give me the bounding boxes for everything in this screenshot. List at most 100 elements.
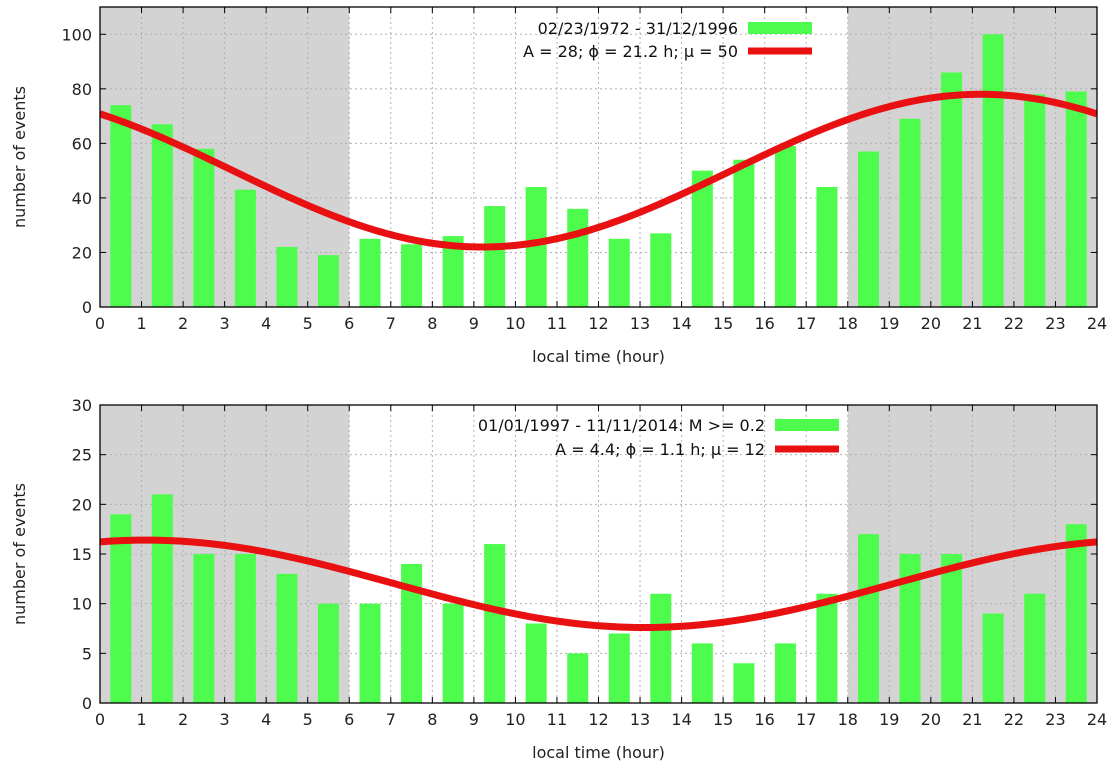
y-tick-label-4: 80 [72,80,92,99]
x-tick-label-18: 18 [838,710,858,729]
bar-11 [567,208,589,307]
panel-bottom: 0 1 2 3 4 5 6 7 8 9 10 11 12 13 14 15 16 17 18 19 20 21 22 23 24… [10,396,1107,762]
x-tick-label-21: 21 [962,710,982,729]
x-tick-label-8: 8 [427,710,437,729]
y-tick-label-3: 15 [72,545,92,564]
x-tick-label-23: 23 [1045,314,1065,333]
x-tick-label-0: 0 [95,710,105,729]
y-tick-label-3: 60 [72,134,92,153]
legend-label-bars: 01/01/1997 - 11/11/2014: M >= 0.2 [478,416,765,435]
y-ticks: 0 20 40 60 80 100 [61,25,1097,317]
x-tick-label-5: 5 [303,314,313,333]
x-tick-label-2: 2 [178,314,188,333]
x-tick-label-3: 3 [220,314,230,333]
bar-12 [608,633,630,703]
bar-1 [151,124,173,307]
y-tick-label-2: 10 [72,595,92,614]
bar-15 [733,159,755,307]
bar-3 [234,554,256,703]
x-tick-label-10: 10 [505,710,525,729]
bar-11 [567,653,589,703]
bar-0 [110,514,132,703]
x-tick-label-15: 15 [713,314,733,333]
x-tick-label-19: 19 [879,710,899,729]
x-ticks: 0 1 2 3 4 5 6 7 8 9 10 11 12 13 14 15 16 17 18 19 20 21 22 23 24 [95,7,1107,333]
bar-5 [317,603,339,703]
bar-16 [774,146,796,307]
bar-9 [484,544,506,703]
x-tick-label-22: 22 [1004,710,1024,729]
bar-22 [1024,593,1046,703]
x-tick-label-11: 11 [547,314,567,333]
legend: 02/23/1972 - 31/12/1996 A = 28; ϕ = 21.2 … [523,19,812,61]
legend-swatch-bars [775,419,839,431]
bar-1 [151,494,173,703]
bars [110,34,1087,308]
bar-17 [816,187,838,307]
bar-15 [733,663,755,703]
bar-23 [1065,524,1087,703]
bar-2 [193,554,215,703]
x-tick-label-8: 8 [427,314,437,333]
x-tick-label-12: 12 [588,314,608,333]
legend-swatch-bars [748,22,812,34]
x-tick-label-19: 19 [879,314,899,333]
bar-10 [525,623,547,703]
x-tick-label-11: 11 [547,710,567,729]
x-tick-label-6: 6 [344,710,354,729]
x-tick-label-18: 18 [838,314,858,333]
x-tick-label-1: 1 [136,710,146,729]
legend-label-fit: A = 28; ϕ = 21.2 h; μ = 50 [523,42,738,61]
panel-top: 0 1 2 3 4 5 6 7 8 9 10 11 12 13 14 15 16 17 18 19 20 21 22 23 24… [10,6,1107,366]
y-tick-label-1: 5 [82,644,92,663]
x-tick-label-24: 24 [1087,710,1107,729]
y-tick-label-4: 20 [72,495,92,514]
x-tick-label-21: 21 [962,314,982,333]
bar-14 [691,643,713,703]
x-tick-label-10: 10 [505,314,525,333]
y-ticks: 0 5 10 15 20 25 30 [72,396,1097,713]
x-tick-label-24: 24 [1087,314,1107,333]
legend-label-fit: A = 4.4; ϕ = 1.1 h; μ = 12 [555,440,765,459]
bar-4 [276,247,298,307]
bar-13 [650,593,672,703]
bar-17 [816,593,838,703]
bar-19 [899,554,921,703]
x-tick-label-13: 13 [630,710,650,729]
x-tick-label-9: 9 [469,710,479,729]
x-tick-label-2: 2 [178,710,188,729]
bar-3 [234,189,256,307]
bar-6 [359,603,381,703]
y-axis-title: number of events [10,86,29,228]
x-tick-label-15: 15 [713,710,733,729]
y-tick-label-0: 0 [82,694,92,713]
fit-curve [100,536,1097,632]
bar-6 [359,238,381,307]
bar-19 [899,118,921,308]
x-tick-label-7: 7 [386,314,396,333]
bar-8 [442,603,464,703]
x-axis-title: local time (hour) [532,743,665,762]
bar-16 [774,643,796,703]
bar-5 [317,255,339,307]
bar-23 [1065,91,1087,307]
bars [110,494,1087,703]
bar-20 [941,72,963,307]
bar-7 [401,563,423,703]
x-tick-label-5: 5 [303,710,313,729]
x-ticks: 0 1 2 3 4 5 6 7 8 9 10 11 12 13 14 15 16 17 18 19 20 21 22 23 24 [95,405,1107,729]
x-tick-label-7: 7 [386,710,396,729]
bar-12 [608,238,630,307]
x-tick-label-1: 1 [136,314,146,333]
bar-7 [401,244,423,307]
x-tick-label-4: 4 [261,710,271,729]
x-tick-label-17: 17 [796,314,816,333]
legend-label-bars: 02/23/1972 - 31/12/1996 [538,19,738,38]
bar-0 [110,105,132,307]
legend: 01/01/1997 - 11/11/2014: M >= 0.2 A = 4.4… [478,416,839,459]
bar-21 [982,34,1004,307]
bar-8 [442,236,464,307]
x-tick-label-12: 12 [588,710,608,729]
x-tick-label-22: 22 [1004,314,1024,333]
